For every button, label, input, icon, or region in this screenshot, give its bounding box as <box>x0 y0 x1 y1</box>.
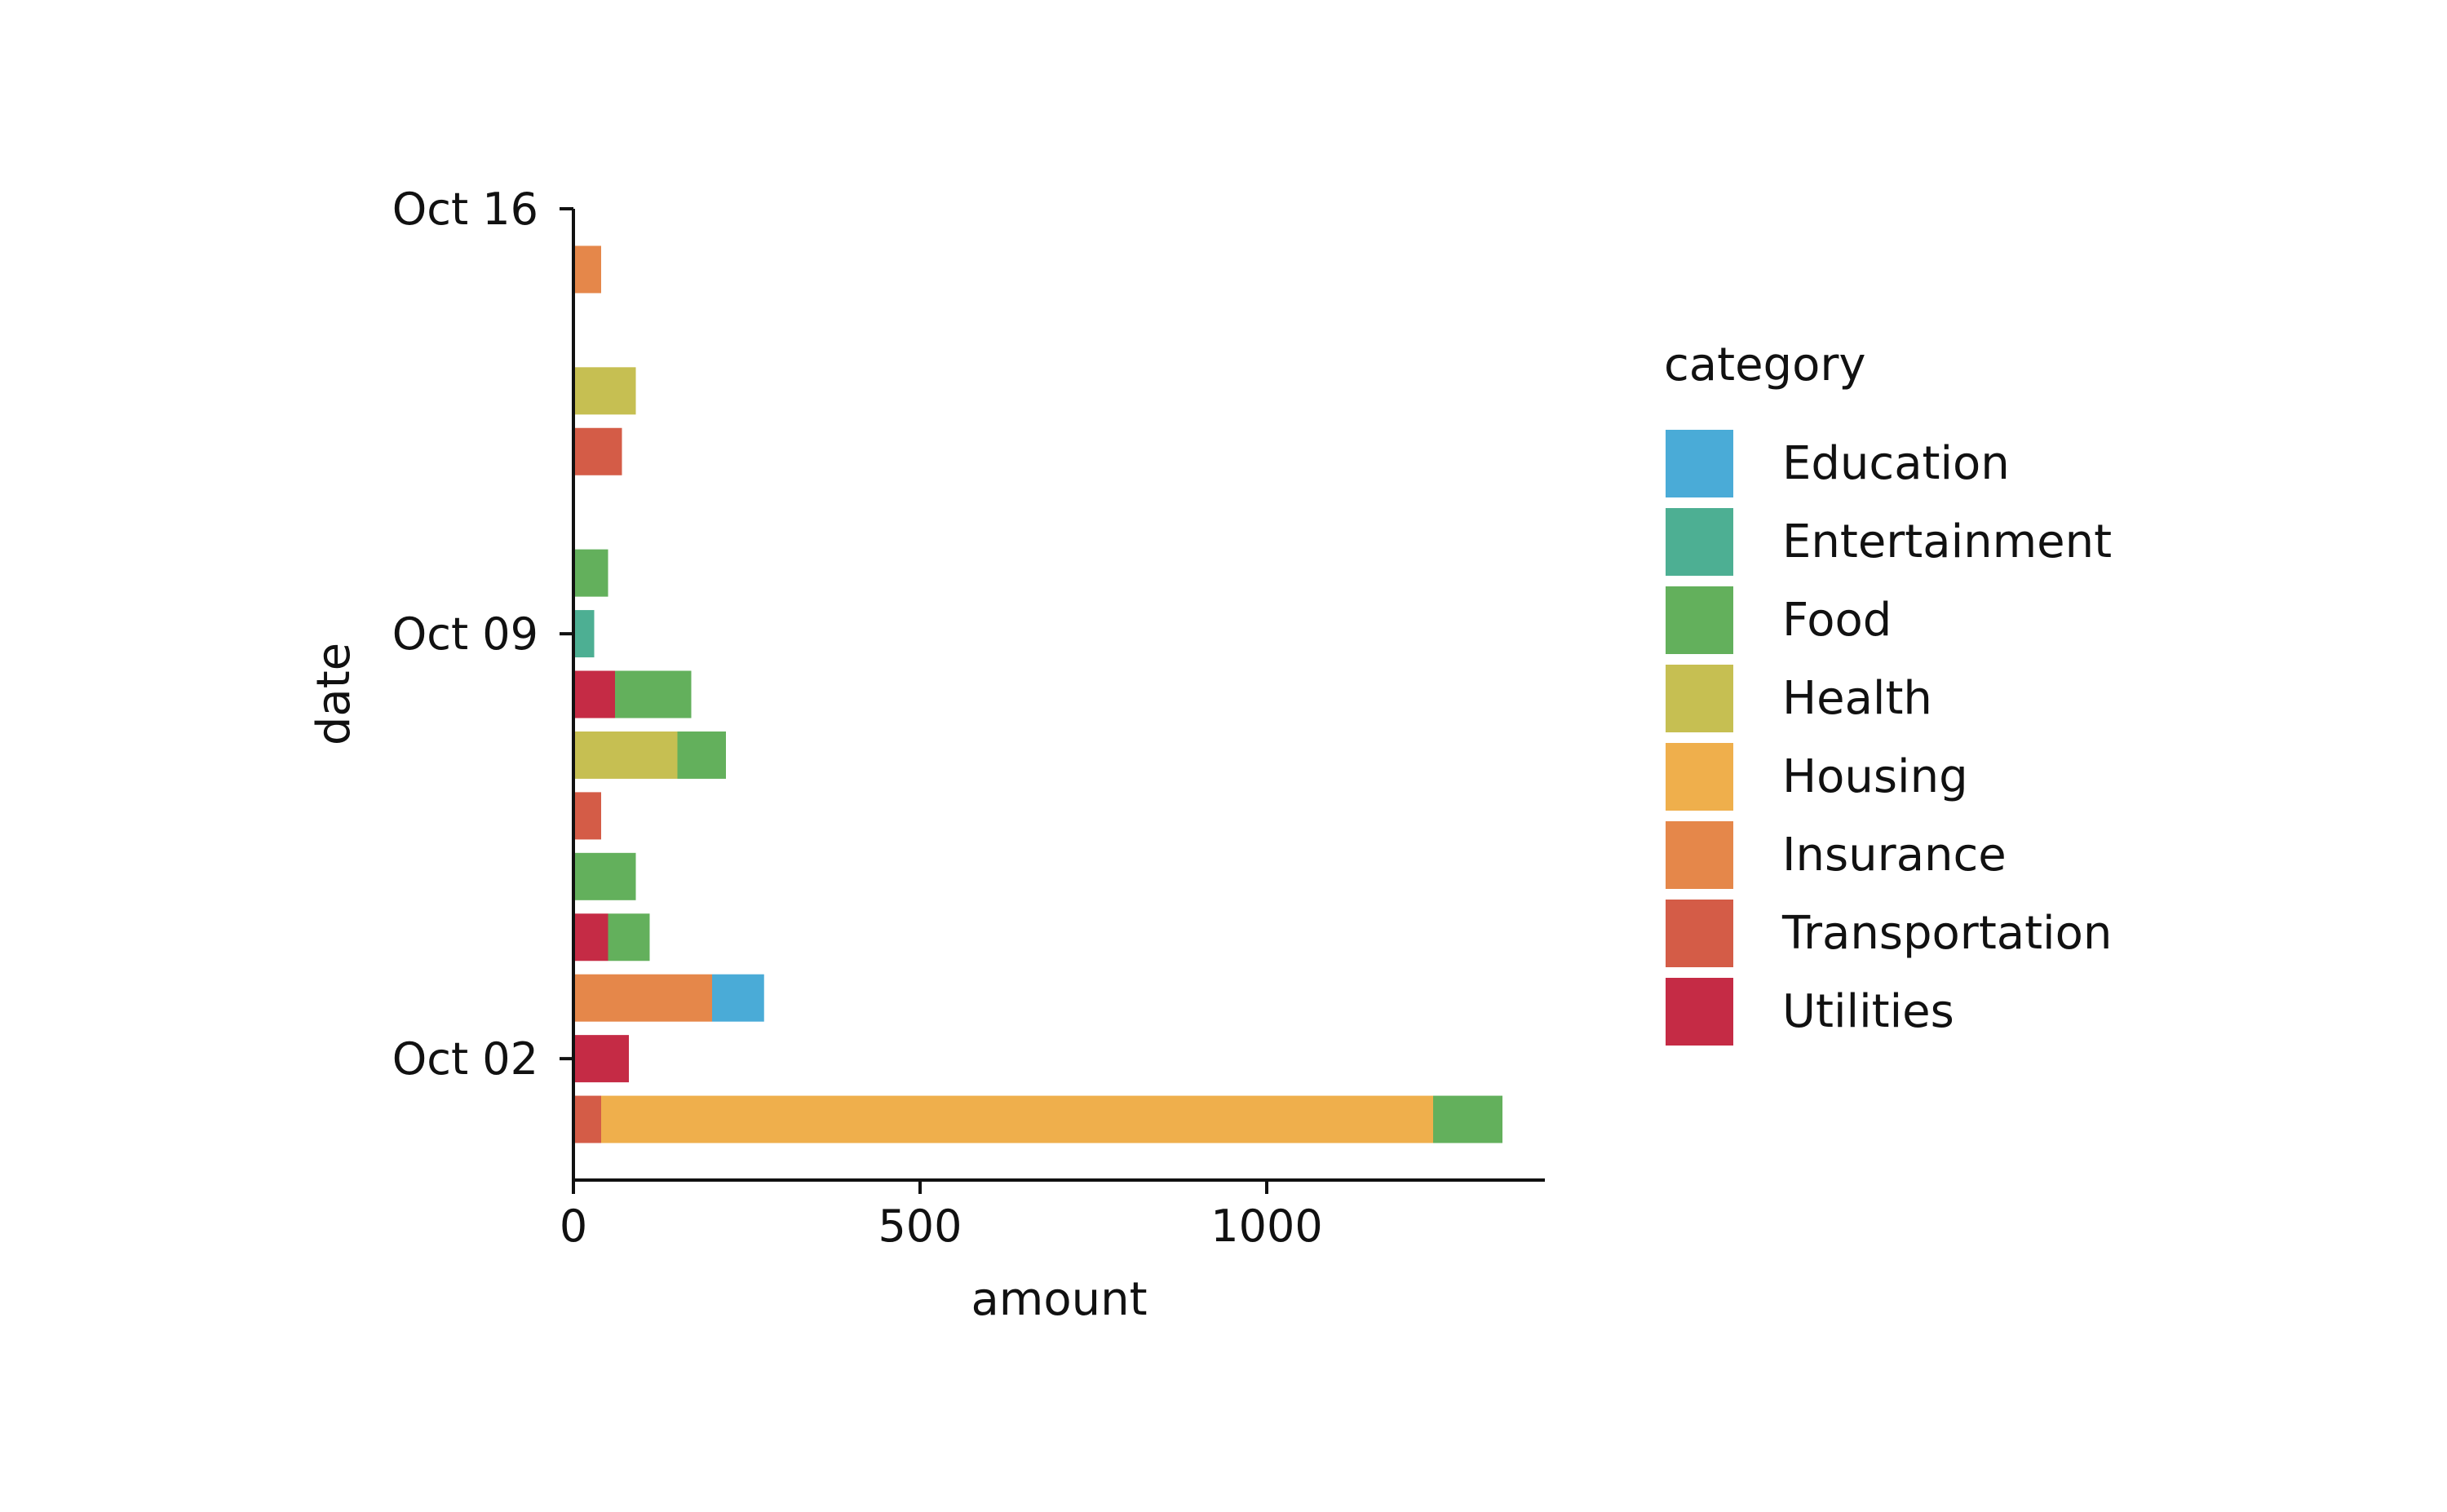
legend-label-health: Health <box>1782 672 1932 725</box>
legend-label-insurance: Insurance <box>1782 829 2007 882</box>
legend-label-transportation: Transportation <box>1781 907 2112 960</box>
bar-segment-utilities-2023-10-08 <box>573 670 615 718</box>
legend-swatch-entertainment <box>1666 508 1733 576</box>
legend: category Education Entertainment Food Healt… <box>1664 338 2112 1046</box>
legend-label-housing: Housing <box>1782 750 1968 803</box>
bar-segment-education-2023-10-03 <box>712 974 764 1022</box>
legend-title: category <box>1664 338 1866 391</box>
y-ticks: Oct 02 Oct 09 Oct 16 <box>392 183 573 1085</box>
bar-segment-food-2023-10-08 <box>615 670 692 718</box>
legend-swatch-transportation <box>1666 900 1733 967</box>
legend-label-entertainment: Entertainment <box>1782 515 2112 568</box>
legend-swatch-insurance <box>1666 821 1733 889</box>
bar-segment-housing-2023-10-01 <box>601 1095 1433 1143</box>
legend-items: Education Entertainment Food Health Housing I… <box>1666 430 2112 1046</box>
bar-segment-utilities-2023-10-04 <box>573 913 608 962</box>
legend-swatch-utilities <box>1666 978 1733 1046</box>
y-tick-label: Oct 02 <box>392 1033 538 1085</box>
legend-swatch-housing <box>1666 743 1733 811</box>
x-tick-label: 0 <box>560 1200 587 1252</box>
legend-label-food: Food <box>1782 594 1892 647</box>
y-tick-label: Oct 16 <box>392 183 538 235</box>
x-axis-label: amount <box>971 1273 1147 1326</box>
x-tick-label: 500 <box>878 1200 962 1252</box>
legend-label-utilities: Utilities <box>1782 985 1954 1038</box>
x-tick-label: 1000 <box>1210 1200 1322 1252</box>
bar-segment-food-2023-10-05 <box>573 852 636 900</box>
bar-segment-utilities-2023-10-02 <box>573 1035 629 1083</box>
bar-segment-transportation-2023-10-06 <box>573 792 601 840</box>
bar-segment-entertainment-2023-10-09 <box>573 610 595 658</box>
bar-segment-transportation-2023-10-01 <box>573 1095 601 1143</box>
legend-swatch-health <box>1666 665 1733 732</box>
bar-segment-health-2023-10-07 <box>573 731 678 779</box>
y-axis-label: date <box>308 643 361 745</box>
legend-swatch-food <box>1666 586 1733 654</box>
legend-label-education: Education <box>1782 437 2010 490</box>
legend-swatch-education <box>1666 430 1733 497</box>
bar-segment-food-2023-10-10 <box>573 549 608 597</box>
y-tick-label: Oct 09 <box>392 608 538 660</box>
bar-segment-transportation-2023-10-12 <box>573 427 622 475</box>
x-ticks: 0 500 1000 <box>560 1180 1323 1252</box>
bar-segment-insurance-2023-10-03 <box>573 974 712 1022</box>
bar-segment-health-2023-10-13 <box>573 367 636 415</box>
axes: 0 500 1000 Oct 02 Oct 09 Oct 16 <box>392 183 1545 1252</box>
bars-layer <box>573 245 1502 1143</box>
bar-segment-food-2023-10-01 <box>1433 1095 1502 1143</box>
bar-segment-food-2023-10-04 <box>608 913 650 962</box>
bar-segment-insurance-2023-10-15 <box>573 245 601 294</box>
bar-segment-food-2023-10-07 <box>677 731 726 779</box>
